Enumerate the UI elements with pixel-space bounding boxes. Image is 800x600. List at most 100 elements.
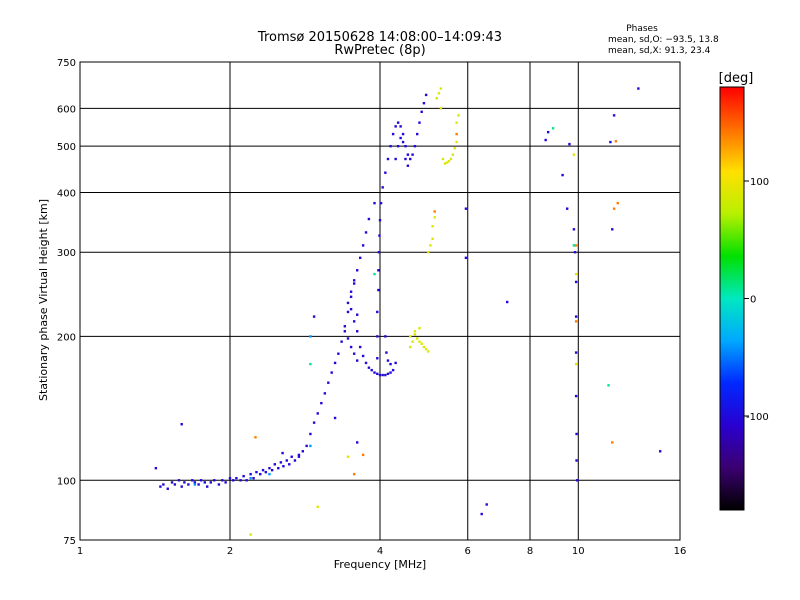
data-point [320,401,323,405]
colorbar [719,86,745,511]
data-point [441,157,445,161]
data-point [316,505,319,509]
data-point [235,477,238,480]
data-point [254,436,257,439]
data-point [480,512,483,516]
y-axis-label: Stationary phase Virtual Height [km] [37,199,50,401]
data-point [394,361,397,365]
data-point [409,335,412,338]
data-point [355,330,359,333]
x-tick-label: 10 [572,546,585,557]
data-point [377,269,380,272]
data-point [166,487,169,490]
data-point [413,330,417,333]
data-point [449,157,453,161]
data-point [431,225,434,228]
phases-x-stats: mean, sd,X: 91.3, 23.4 [608,46,711,56]
data-point [574,280,578,284]
data-point [381,186,384,189]
data-point [433,210,436,213]
data-point [378,234,381,237]
chart-title: Tromsø 20150628 14:08:00–14:09:43 [257,30,502,45]
data-point [422,345,426,349]
data-point [343,325,347,328]
data-point [377,251,381,254]
y-tick-label: 300 [57,248,76,259]
data-point [574,394,578,398]
data-point [305,444,308,448]
data-point [312,315,316,318]
data-point [312,421,316,424]
data-point [361,453,365,457]
x-axis-ticks: 1 2 4 6 8 10 16 [77,546,687,557]
data-point [228,477,232,480]
data-point [607,384,610,387]
data-point [352,282,356,285]
data-point [394,125,397,128]
colorbar-tick-label: 100 [750,177,769,188]
data-point [249,477,252,480]
data-point [409,157,412,161]
data-point [418,121,421,124]
x-axis-label: Frequency [MHz] [334,558,426,571]
data-point [611,441,614,444]
data-point [612,114,616,117]
data-point [154,466,158,470]
y-axis-ticks: 75 100 200 300 400 500 600 750 [57,58,76,547]
data-point [180,423,183,426]
grid-lines [80,62,680,540]
colorbar-tick-label: 0 [750,295,756,306]
data-point [221,479,224,482]
chart-subtitle: RwPretec (8p) [334,43,425,58]
data-point [224,481,227,484]
data-point [255,470,258,474]
data-point [323,392,327,395]
data-point [505,300,509,304]
data-point [424,93,428,97]
x-tick-label: 1 [77,546,83,557]
data-point [573,251,577,254]
data-point [358,256,362,260]
data-point [406,164,410,167]
data-point [572,153,576,156]
x-tick-label: 4 [377,546,383,557]
data-point [396,121,400,124]
data-point [424,348,428,351]
data-point [377,288,380,292]
data-point [389,362,392,366]
data-point [411,340,414,343]
data-point [386,372,390,376]
data-point [355,359,359,362]
data-point [346,301,350,305]
data-point [327,381,330,384]
data-point [386,359,390,362]
data-point [199,479,203,482]
data-point [576,479,579,482]
data-point [376,372,379,376]
y-tick-label: 750 [57,58,76,69]
data-point [574,320,578,323]
data-point [361,354,365,358]
data-point [399,136,402,140]
data-points [154,87,662,536]
data-point [346,310,350,314]
data-point [277,466,280,470]
data-point [297,455,301,458]
phases-o-stats: mean, sd,O: −93.5, 13.8 [608,35,719,45]
data-point [367,366,371,369]
data-point [217,483,221,486]
data-point [431,237,434,241]
data-point [411,153,414,156]
data-point [259,472,262,476]
data-point [352,352,356,355]
data-point [394,157,397,161]
data-point [193,481,197,484]
data-point [565,207,569,210]
data-point [455,121,458,124]
data-point [264,470,268,474]
data-point [180,485,183,488]
y-tick-label: 600 [57,104,76,115]
data-point [378,373,382,377]
data-point [288,463,291,466]
data-point [616,201,619,205]
